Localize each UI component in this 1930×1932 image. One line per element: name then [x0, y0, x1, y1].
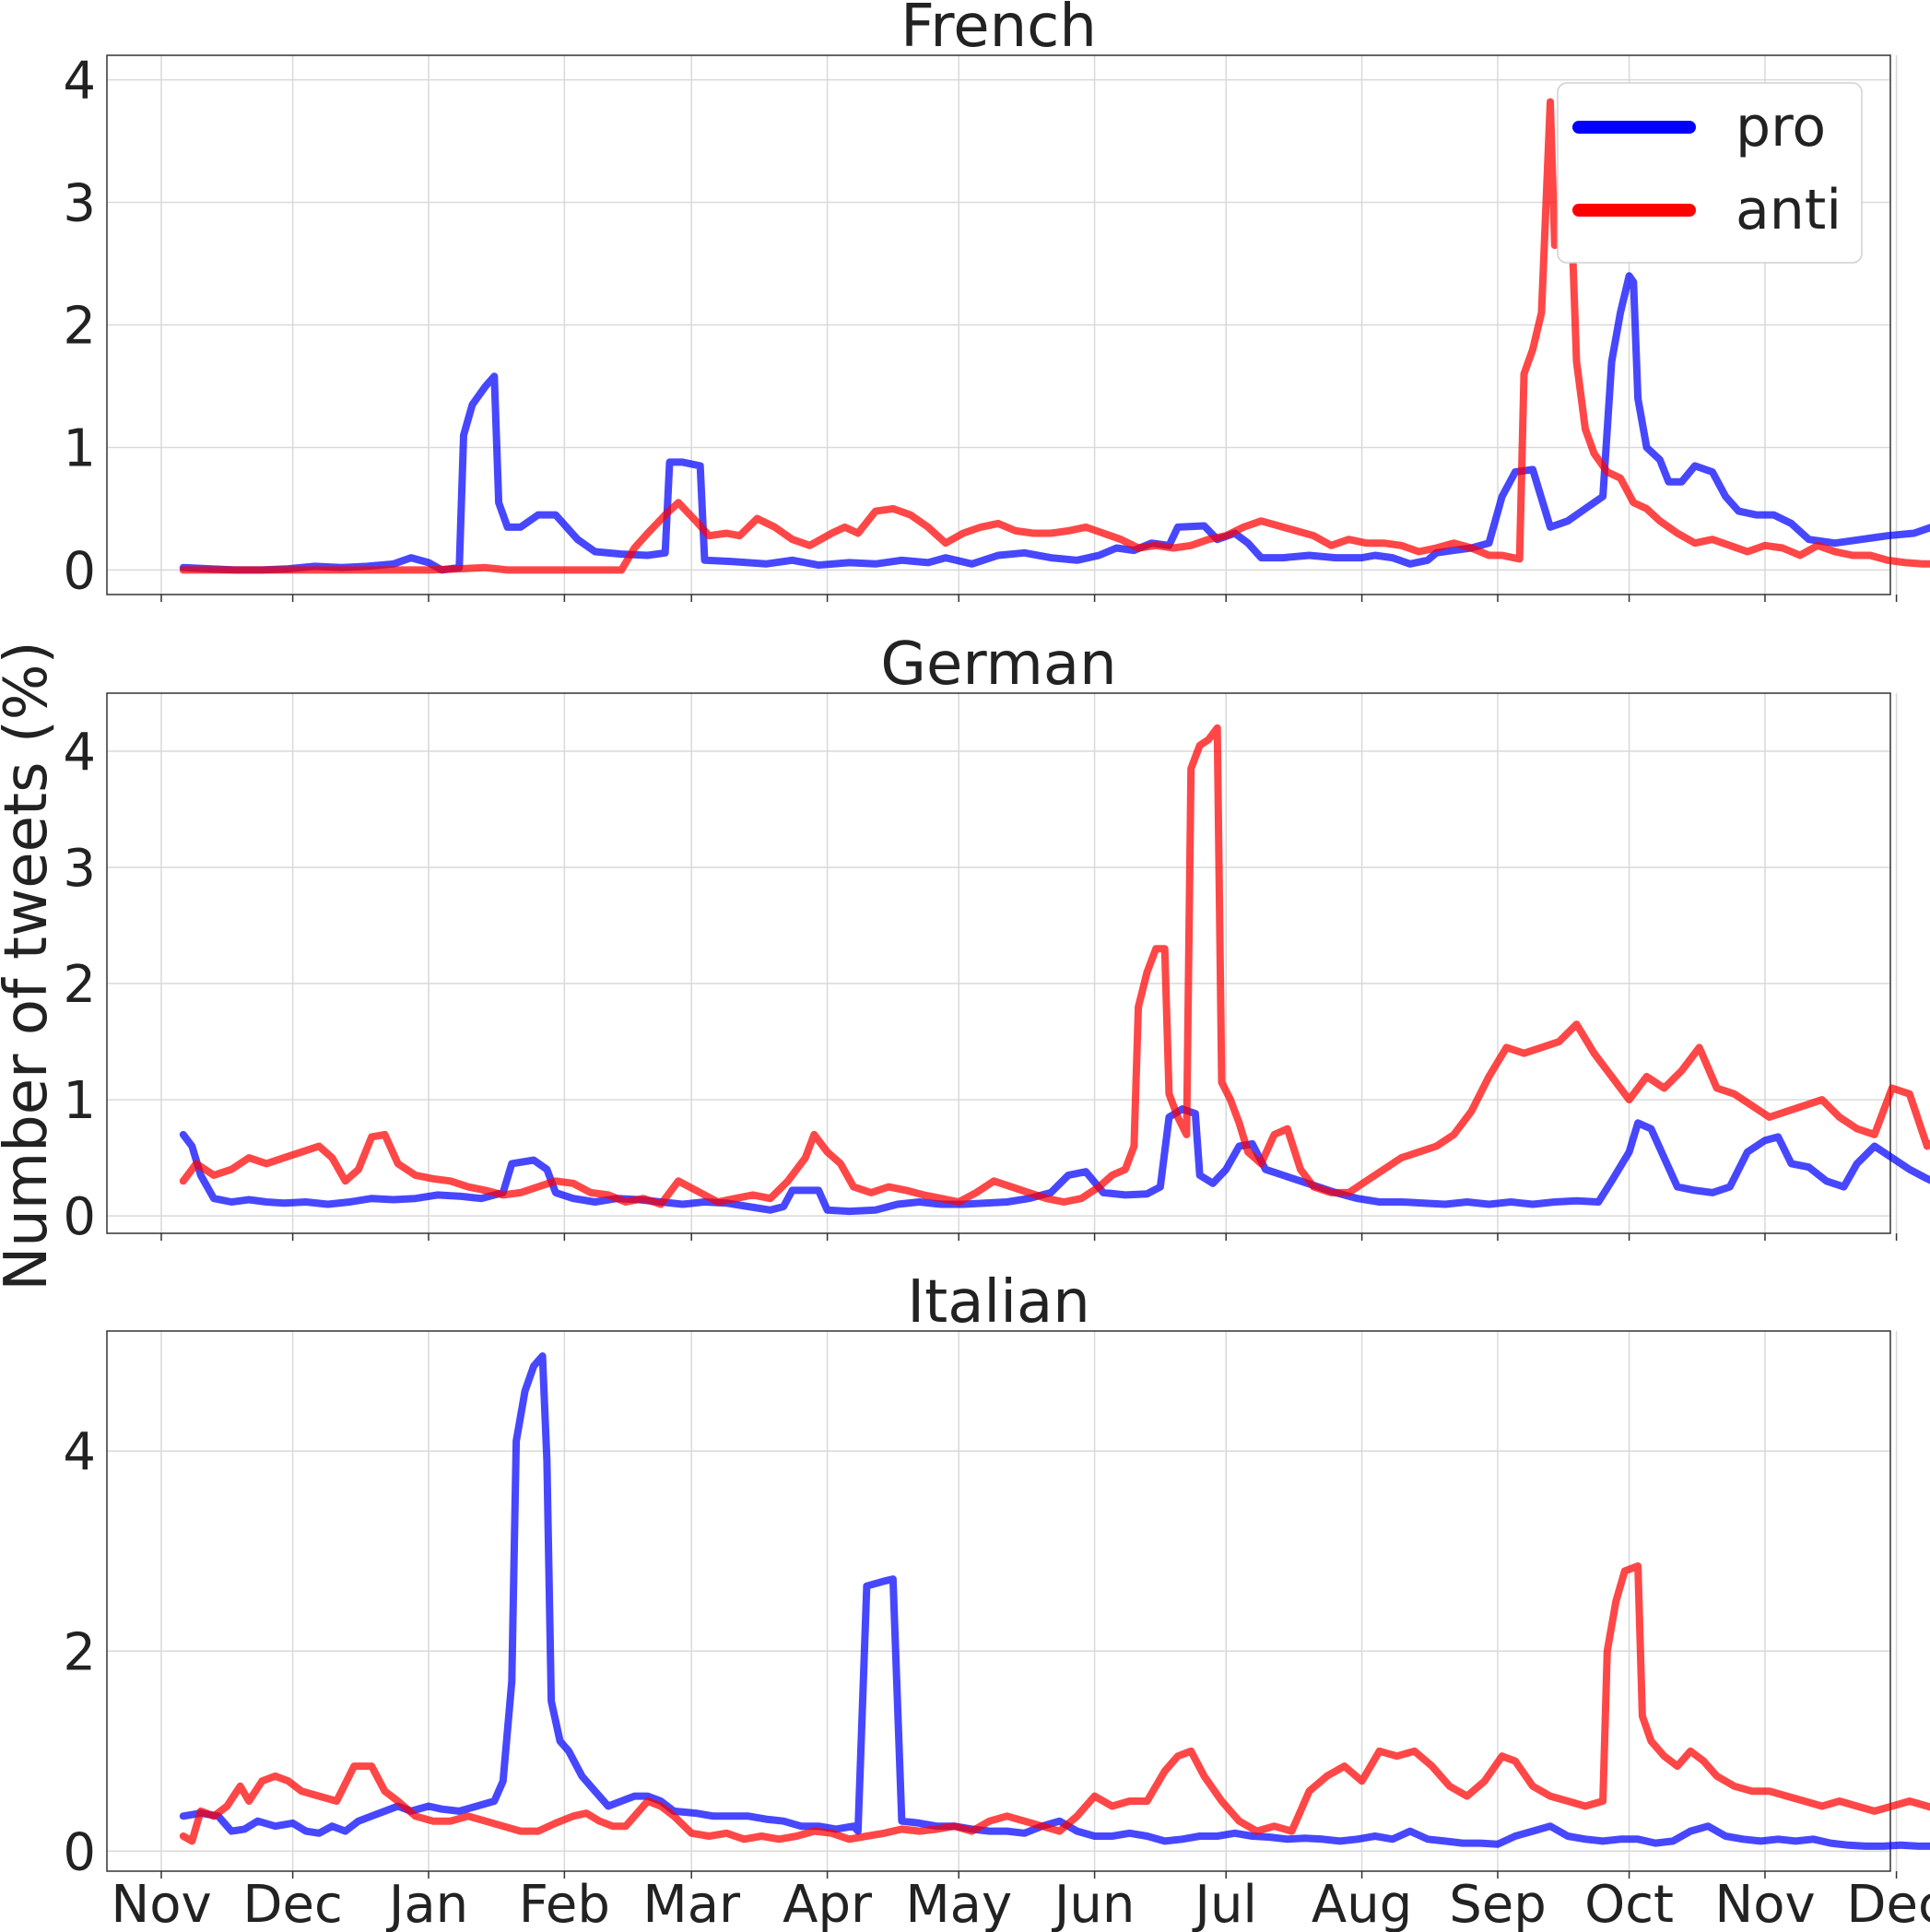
- y-tick-label: 1: [63, 1071, 96, 1131]
- series-line-pro: [179, 1105, 1930, 1216]
- y-axis-label: Number of tweets (%): [0, 641, 61, 1290]
- y-tick-label: 2: [63, 297, 96, 357]
- x-tick-label: Aug: [1312, 1875, 1412, 1932]
- y-tick-label: 2: [63, 955, 96, 1015]
- axes-frame: [106, 1330, 1891, 1872]
- y-tick-label: 4: [63, 1422, 96, 1482]
- legend-pro-label: pro: [1736, 95, 1826, 159]
- axes-frame: [106, 54, 1891, 595]
- y-tick-label: 3: [63, 839, 96, 899]
- panel-italian: 0 2 4 Italian Nov Dec Jan Feb Mar Apr May Jun Jul Aug…: [63, 1268, 1930, 1932]
- legend-anti-label: anti: [1736, 178, 1842, 242]
- series-line-pro: [179, 1352, 1930, 1850]
- x-tick-label: Feb: [519, 1875, 610, 1932]
- y-tick-label: 0: [63, 1187, 96, 1247]
- legend: pro anti: [1557, 82, 1863, 264]
- y-tick-label: 4: [63, 52, 96, 112]
- x-tick-label: Dec: [1846, 1875, 1930, 1932]
- x-tick-label: Nov: [1714, 1875, 1815, 1932]
- axes-frame: [106, 692, 1891, 1234]
- y-tick-label: 1: [63, 418, 96, 478]
- panel-german: 0 1 2 3 4 German: [63, 630, 1930, 1247]
- y-tick-label: 3: [63, 174, 96, 234]
- x-tick-label: Sep: [1449, 1875, 1547, 1932]
- x-tick-label: Mar: [642, 1875, 741, 1932]
- series-line-anti: [179, 98, 1930, 574]
- y-tick-label: 4: [63, 723, 96, 783]
- x-tick-label: Jun: [1052, 1875, 1136, 1932]
- x-tick-label: Nov: [111, 1875, 211, 1932]
- series-line-anti: [179, 1562, 1930, 1845]
- panel-title: German: [880, 630, 1116, 699]
- series-line-anti: [179, 724, 1930, 1208]
- x-tick-label: Jan: [386, 1875, 468, 1932]
- x-tick-label: Jul: [1192, 1875, 1257, 1932]
- x-tick-label: Oct: [1584, 1875, 1674, 1932]
- x-tick-label: May: [905, 1875, 1012, 1932]
- x-tick-label: Apr: [783, 1875, 873, 1932]
- panel-title: French: [900, 0, 1097, 61]
- y-tick-label: 0: [63, 541, 96, 601]
- panel-title: Italian: [907, 1268, 1090, 1337]
- series-line-pro: [179, 272, 1930, 574]
- y-tick-label: 2: [63, 1622, 96, 1682]
- x-tick-label: Dec: [242, 1875, 342, 1932]
- y-tick-label: 0: [63, 1822, 96, 1882]
